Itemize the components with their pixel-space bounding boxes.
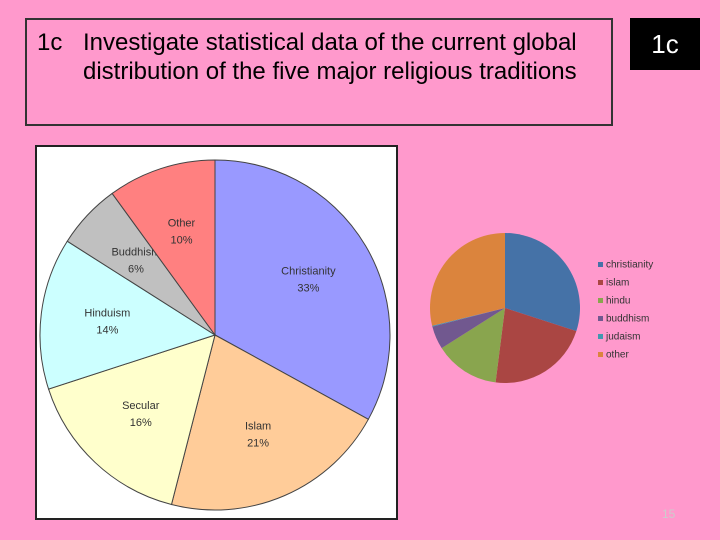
legend-label: buddhism <box>606 314 649 325</box>
slice-value-label: 16% <box>130 417 152 429</box>
pie-slice <box>170 334 370 511</box>
legend-swatch <box>598 298 603 303</box>
pie-slice <box>39 240 217 390</box>
pie-slice <box>495 308 577 383</box>
slice-label: Hinduism <box>84 307 130 319</box>
slice-label: Other <box>168 218 196 230</box>
pie-slice <box>432 308 505 327</box>
pie-slice <box>111 159 216 337</box>
legend-swatch <box>598 334 603 339</box>
slice-value-label: 33% <box>297 283 319 295</box>
legend-label: islam <box>606 278 629 289</box>
title-number: 1c <box>37 29 63 56</box>
slice-value-label: 14% <box>96 324 118 336</box>
legend-label: christianity <box>606 260 653 271</box>
pie-slice <box>214 159 391 420</box>
title-box: 1c Investigate statistical data of the c… <box>25 18 613 126</box>
slice-label: Islam <box>245 420 271 432</box>
slice-value-label: 10% <box>170 235 192 247</box>
legend-swatch <box>598 316 603 321</box>
pie-slice <box>429 233 505 326</box>
legend-swatch <box>598 352 603 357</box>
legend-swatch <box>598 262 603 267</box>
legend-label: judaism <box>605 332 640 343</box>
title: Investigate statistical data of the curr… <box>83 29 577 85</box>
slice-label: Buddhism <box>111 247 160 259</box>
page-number: 15 <box>662 507 676 521</box>
slice-value-label: 21% <box>247 437 269 449</box>
pie-slice <box>47 334 216 506</box>
pie-slice <box>441 308 505 383</box>
legend-label: hindu <box>606 296 630 307</box>
badge: 1c <box>630 18 700 70</box>
pie-slice <box>432 308 505 349</box>
slice-label: Christianity <box>281 266 336 278</box>
legend-swatch <box>598 280 603 285</box>
slice-label: Secular <box>122 400 160 412</box>
pie-slice <box>505 233 580 332</box>
legend-label: other <box>606 350 629 361</box>
slice-value-label: 6% <box>128 264 144 276</box>
